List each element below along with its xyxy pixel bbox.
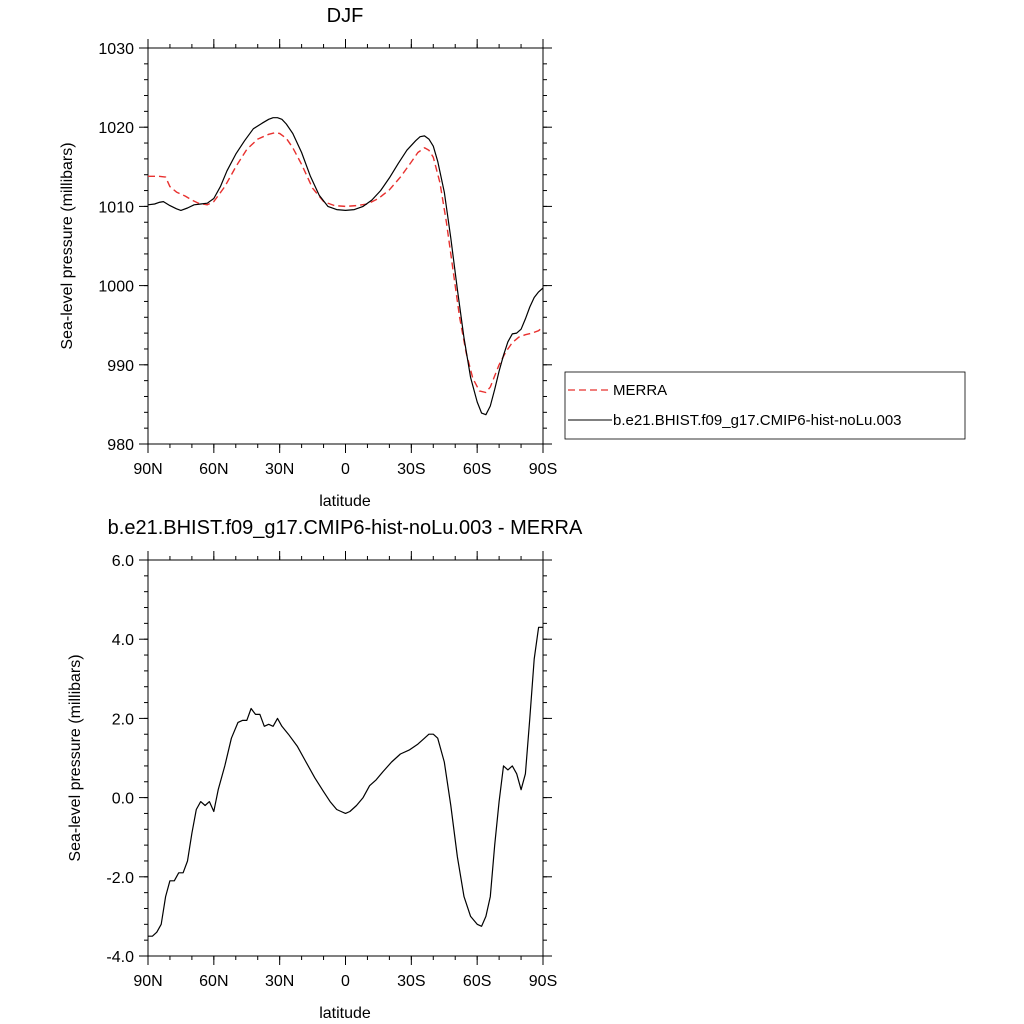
- series-line-merra: [148, 132, 544, 394]
- x-tick-label: 60N: [199, 461, 228, 478]
- y-tick-label: 1020: [98, 120, 134, 137]
- legend-label-merra: MERRA: [613, 382, 667, 399]
- x-axis: 90N 60N 30N 0 30S 60S 90S: [133, 551, 557, 990]
- y-axis-label: Sea-level pressure (millibars): [67, 654, 84, 861]
- y-tick-label: 990: [107, 358, 134, 375]
- x-tick-label: 90N: [133, 461, 162, 478]
- x-tick-label: 60S: [463, 973, 491, 990]
- y-axis: 980 990 1000 1010 1020 1030: [98, 41, 552, 454]
- x-tick-label: 60N: [199, 973, 228, 990]
- series-line-b-e21-bhist-f09-g17-cmip6-hist-nolu-003: [147, 117, 544, 416]
- x-tick-label: 30N: [265, 461, 294, 478]
- series-lines: [148, 626, 543, 937]
- legend-label-model: b.e21.BHIST.f09_g17.CMIP6-hist-noLu.003: [613, 412, 902, 429]
- x-axis-label: latitude: [319, 1005, 371, 1022]
- x-tick-label: 90S: [529, 461, 557, 478]
- legend: MERRA b.e21.BHIST.f09_g17.CMIP6-hist-noL…: [564, 371, 966, 440]
- chart-title: b.e21.BHIST.f09_g17.CMIP6-hist-noLu.003 …: [108, 517, 583, 539]
- y-tick-label: 1030: [98, 41, 134, 58]
- y-axis: -4.0 -2.0 0.0 2.0 4.0 6.0: [106, 553, 552, 966]
- y-tick-label: 4.0: [112, 632, 134, 649]
- legend-box: [564, 371, 966, 440]
- x-tick-label: 0: [341, 461, 350, 478]
- series-line-difference: [148, 626, 543, 937]
- y-tick-label: 0.0: [112, 791, 134, 808]
- x-tick-label: 90N: [133, 973, 162, 990]
- x-tick-label: 0: [341, 973, 350, 990]
- series-lines: [147, 117, 544, 416]
- y-tick-label: 1000: [98, 279, 134, 296]
- y-tick-label: 2.0: [112, 711, 134, 728]
- chart-djf-panel: DJF 90N 60N 30N 0 30S 60S 90S 980 990 1000 1010 10…: [59, 5, 966, 510]
- y-tick-label: 1010: [98, 199, 134, 216]
- x-tick-label: 90S: [529, 973, 557, 990]
- y-tick-label: 6.0: [112, 553, 134, 570]
- x-tick-label: 30S: [397, 973, 425, 990]
- plot-frame: [147, 47, 544, 445]
- y-tick-label: -4.0: [106, 949, 134, 966]
- y-tick-label: 980: [107, 437, 134, 454]
- chart-title: DJF: [327, 5, 364, 27]
- chart-difference-panel: b.e21.BHIST.f09_g17.CMIP6-hist-noLu.003 …: [67, 517, 583, 1022]
- x-tick-label: 30S: [397, 461, 425, 478]
- x-tick-label: 60S: [463, 461, 491, 478]
- x-axis-label: latitude: [319, 493, 371, 510]
- y-axis-label: Sea-level pressure (millibars): [59, 142, 76, 349]
- x-axis: 90N 60N 30N 0 30S 60S 90S: [133, 39, 557, 478]
- x-tick-label: 30N: [265, 973, 294, 990]
- y-tick-label: -2.0: [106, 870, 134, 887]
- plot-frame: [147, 559, 544, 957]
